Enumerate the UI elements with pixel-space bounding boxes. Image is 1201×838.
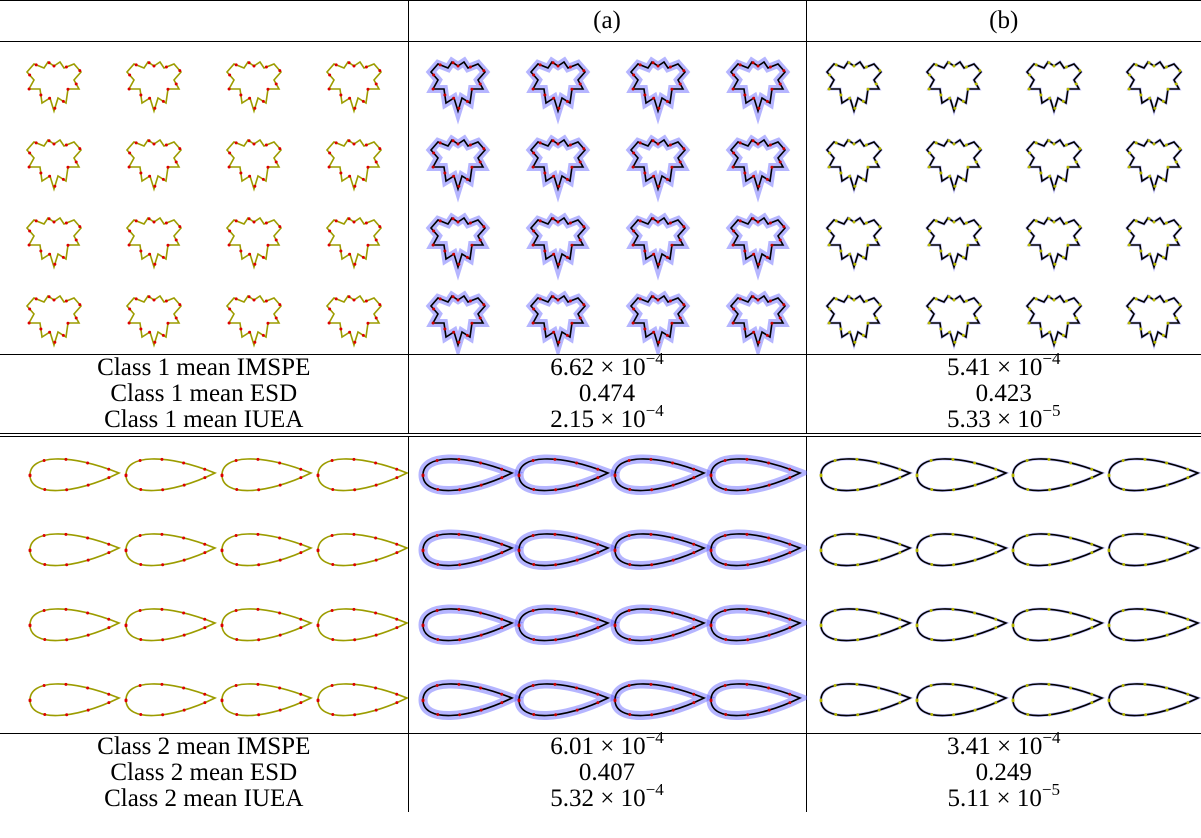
metric-label: Class 1 mean IMSPE [0,354,408,381]
metric-label: Class 2 mean ESD [110,759,298,786]
method-b-shapes [807,437,1201,733]
metric-row: Class 1 mean ESD 0.474 0.423 [0,381,1201,407]
metric-value: 0.423 [805,381,1201,407]
method-a-shapes [409,437,807,733]
header-cell: (b) [805,0,1201,42]
method-b-shapes [807,42,1201,354]
original-shapes [0,437,408,733]
value-exponent: −4 [1042,727,1061,747]
header-row: (a) (b) [0,0,1201,42]
metric-value: 3.41 × 10−4 [805,729,1201,760]
metric-value: 6.62 × 10−4 [407,350,806,381]
header-cell [0,0,408,42]
metric-row: Class 2 mean IMSPE 6.01 × 10−4 3.41 × 10… [0,729,1201,760]
value-base: 5.11 × 10 [947,785,1042,812]
value-exponent: −5 [1042,400,1061,420]
value-exponent: −4 [645,779,664,799]
image-row [0,433,1201,734]
method-a-shapes [409,42,807,354]
value-base: 6.62 × 10 [550,354,646,381]
metric-row: Class 1 mean IUEA 2.15 × 10−4 5.33 × 10−… [0,402,1201,435]
metric-value: 5.32 × 10−4 [407,781,806,812]
value-base: 3.41 × 10 [947,733,1043,760]
results-table: (a) (b) Class 1 mean IMSPE 6.62 × 10−4 5… [0,0,1201,812]
metric-row: Class 2 mean ESD 0.407 0.249 [0,760,1201,786]
metric-label: Class 2 mean IMSPE [0,733,408,760]
value-exponent: −4 [645,348,664,368]
metric-value: 0.249 [805,760,1201,786]
metric-value: 5.11 × 10−5 [805,781,1201,812]
metric-label: Class 1 mean IUEA [104,406,304,433]
metric-label: Class 2 mean IUEA [104,785,304,812]
metric-row: Class 1 mean IMSPE 6.62 × 10−4 5.41 × 10… [0,350,1201,381]
value-base: 6.01 × 10 [550,733,646,760]
value-base: 5.33 × 10 [947,406,1043,433]
header-cell: (a) [407,0,806,42]
metric-row: Class 2 mean IUEA 5.32 × 10−4 5.11 × 10−… [0,781,1201,812]
value-base: 5.32 × 10 [550,785,646,812]
metric-label: Class 1 mean ESD [110,380,298,407]
value-base: 5.41 × 10 [947,354,1043,381]
metric-value: 2.15 × 10−4 [407,402,806,435]
metric-value: 6.01 × 10−4 [407,729,806,760]
metric-value: 5.33 × 10−5 [805,402,1201,435]
value-exponent: −5 [1041,779,1060,799]
value-exponent: −4 [645,400,664,420]
metric-value: 5.41 × 10−4 [805,350,1201,381]
value-base: 2.15 × 10 [550,406,646,433]
metric-value: 0.474 [407,381,806,407]
image-row [0,41,1201,355]
original-shapes [0,42,408,354]
value-exponent: −4 [1042,348,1061,368]
metric-value: 0.407 [407,760,806,786]
value-exponent: −4 [645,727,664,747]
